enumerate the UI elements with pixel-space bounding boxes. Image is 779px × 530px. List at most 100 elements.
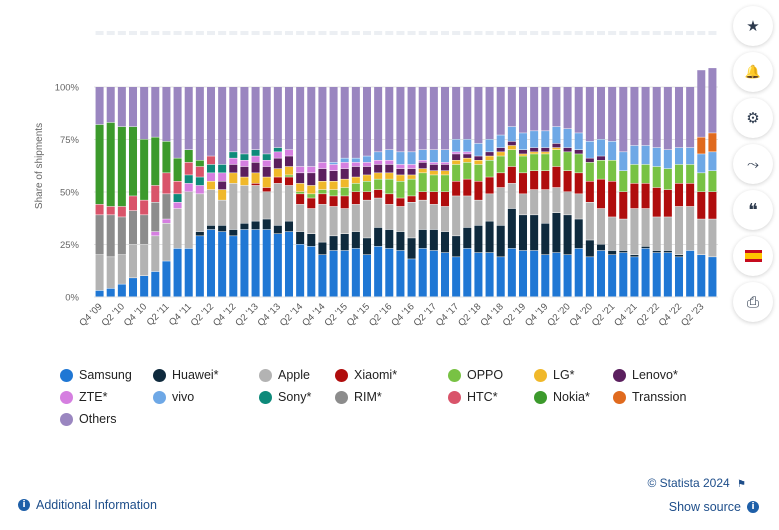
bar-segment-lenovo[interactable] <box>396 168 405 175</box>
bar-segment-others[interactable] <box>307 87 316 167</box>
bar-segment-samsung[interactable] <box>340 250 349 297</box>
legend-item[interactable]: Others <box>60 412 117 426</box>
bar-segment-vivo[interactable] <box>418 150 427 160</box>
bar-segment-apple[interactable] <box>496 187 505 226</box>
bar-segment-others[interactable] <box>585 87 594 142</box>
bar-segment-huawei[interactable] <box>206 225 216 230</box>
bar-segment-samsung[interactable] <box>429 250 438 297</box>
bar-segment-lg[interactable] <box>329 181 338 190</box>
bar-segment-samsung[interactable] <box>630 257 639 297</box>
bar-segment-lenovo[interactable] <box>552 143 561 148</box>
legend-item[interactable]: RIM* <box>335 390 382 404</box>
bar-segment-apple[interactable] <box>663 217 672 251</box>
bar-segment-samsung[interactable] <box>184 248 193 297</box>
bar-segment-oppo[interactable] <box>485 160 494 177</box>
bar-segment-xiaomi[interactable] <box>518 173 528 194</box>
bar-segment-vivo[interactable] <box>518 133 528 150</box>
bar-segment-huawei[interactable] <box>596 244 606 251</box>
bar-segment-vivo[interactable] <box>686 147 695 165</box>
bar-segment-lg[interactable] <box>496 152 505 156</box>
bar-segment-others[interactable] <box>541 87 550 131</box>
bar-segment-lenovo[interactable] <box>452 154 461 160</box>
bar-segment-apple[interactable] <box>697 219 706 255</box>
bar-segment-zte[interactable] <box>440 162 450 165</box>
bar-segment-sony[interactable] <box>195 177 204 186</box>
bar-segment-htc[interactable] <box>95 204 104 215</box>
bar-segment-samsung[interactable] <box>708 257 717 297</box>
bar-segment-oppo[interactable] <box>652 166 661 188</box>
bar-segment-zte[interactable] <box>240 160 249 167</box>
bar-segment-apple[interactable] <box>563 192 572 215</box>
bar-segment-lenovo[interactable] <box>329 171 338 181</box>
bar-segment-others[interactable] <box>507 87 516 127</box>
bar-segment-apple[interactable] <box>574 194 583 219</box>
bar-segment-huawei[interactable] <box>552 213 561 253</box>
bar-segment-zte[interactable] <box>318 162 327 169</box>
bar-segment-vivo[interactable] <box>641 145 650 165</box>
bar-segment-samsung[interactable] <box>619 252 628 297</box>
bar-segment-vivo[interactable] <box>697 154 706 173</box>
bar-segment-apple[interactable] <box>630 208 639 255</box>
bar-segment-oppo[interactable] <box>530 154 539 171</box>
bar-segment-lenovo[interactable] <box>351 166 360 177</box>
bar-segment-others[interactable] <box>240 87 249 154</box>
bar-segment-apple[interactable] <box>128 244 138 278</box>
bar-segment-xiaomi[interactable] <box>284 177 294 186</box>
bar-segment-lenovo[interactable] <box>585 158 594 163</box>
bar-segment-transsion[interactable] <box>697 137 706 154</box>
bar-segment-xiaomi[interactable] <box>563 171 572 192</box>
print-button[interactable]: ⎙ <box>733 282 773 322</box>
bar-segment-zte[interactable] <box>329 164 338 171</box>
bar-segment-xiaomi[interactable] <box>641 183 650 209</box>
bar-segment-lg[interactable] <box>452 160 461 165</box>
bar-segment-samsung[interactable] <box>362 255 372 297</box>
bar-segment-vivo[interactable] <box>429 150 438 163</box>
bar-segment-oppo[interactable] <box>407 179 416 196</box>
bar-segment-zte[interactable] <box>206 173 216 181</box>
bar-segment-xiaomi[interactable] <box>574 173 583 194</box>
bar-segment-zte[interactable] <box>251 156 260 163</box>
bar-segment-xiaomi[interactable] <box>362 192 372 200</box>
legend-item[interactable]: Nokia* <box>534 390 590 404</box>
bar-segment-lenovo[interactable] <box>463 154 472 158</box>
bar-segment-apple[interactable] <box>162 223 171 261</box>
bar-segment-xiaomi[interactable] <box>708 192 717 219</box>
bar-segment-samsung[interactable] <box>485 252 494 297</box>
bar-segment-lg[interactable] <box>251 173 260 184</box>
bar-segment-zte[interactable] <box>229 158 238 165</box>
bar-segment-huawei[interactable] <box>630 255 639 257</box>
bar-segment-others[interactable] <box>518 87 528 133</box>
bar-segment-huawei[interactable] <box>284 221 294 232</box>
bar-segment-lg[interactable] <box>418 168 427 173</box>
bar-segment-others[interactable] <box>608 87 617 142</box>
bar-segment-lenovo[interactable] <box>474 156 483 160</box>
bar-segment-others[interactable] <box>574 87 583 133</box>
bar-segment-huawei[interactable] <box>195 231 204 236</box>
bar-segment-xiaomi[interactable] <box>630 183 639 209</box>
bar-segment-others[interactable] <box>162 87 171 142</box>
bar-segment-apple[interactable] <box>140 244 149 276</box>
bar-segment-lenovo[interactable] <box>429 164 438 171</box>
bar-segment-samsung[interactable] <box>686 250 695 297</box>
legend-item[interactable]: Transsion <box>613 390 686 404</box>
bar-segment-samsung[interactable] <box>552 252 561 297</box>
bar-segment-nokia[interactable] <box>195 160 204 167</box>
legend-item[interactable]: Apple <box>259 368 310 382</box>
bar-segment-oppo[interactable] <box>674 164 684 184</box>
bar-segment-huawei[interactable] <box>608 250 617 255</box>
bar-segment-oppo[interactable] <box>686 164 695 184</box>
bar-segment-huawei[interactable] <box>374 227 383 247</box>
bar-segment-zte[interactable] <box>273 152 282 158</box>
bar-segment-apple[interactable] <box>117 255 126 284</box>
bar-segment-oppo[interactable] <box>396 181 405 198</box>
bar-segment-huawei[interactable] <box>641 246 650 249</box>
bar-segment-lenovo[interactable] <box>418 162 427 169</box>
bar-segment-samsung[interactable] <box>240 229 249 297</box>
bar-segment-huawei[interactable] <box>329 236 338 251</box>
bar-segment-zte[interactable] <box>195 185 204 194</box>
bar-segment-sony[interactable] <box>218 164 227 173</box>
bar-segment-xiaomi[interactable] <box>663 189 672 217</box>
bar-segment-samsung[interactable] <box>329 250 338 297</box>
bar-segment-lg[interactable] <box>273 168 282 177</box>
bar-segment-xiaomi[interactable] <box>674 183 684 207</box>
